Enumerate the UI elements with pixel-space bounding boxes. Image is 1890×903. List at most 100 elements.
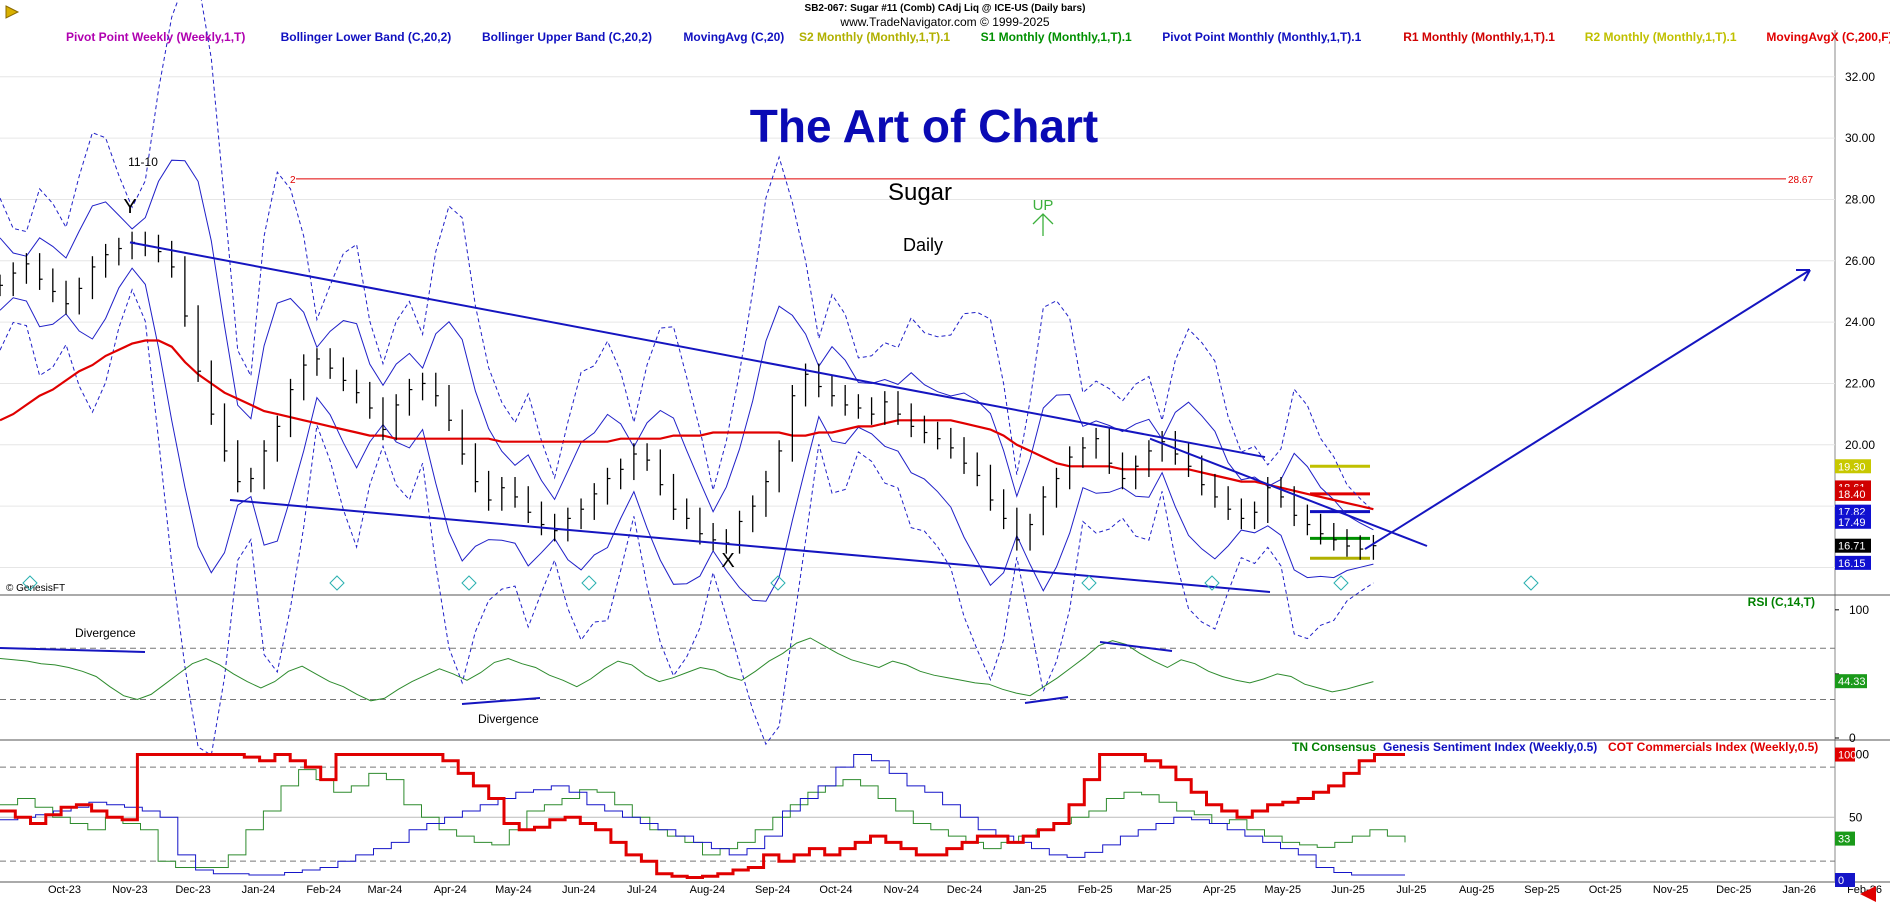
price-tag-bg [1835,459,1871,474]
sentiment-tag-bg [1835,831,1855,846]
x-tick-label: Aug-24 [690,884,725,896]
rsi-line [0,637,1374,702]
price-tag-label: 18.40 [1838,489,1866,501]
chart-header-source: www.TradeNavigator.com © 1999-2025 [840,15,1050,29]
sentiment-tick-label: 50 [1849,810,1863,824]
date-tag: 11-10 [128,155,158,169]
divergence-line-top-right [1099,641,1173,652]
channel-lower-trendline [229,499,1271,593]
price-tick-label: 22.00 [1845,376,1875,390]
projection-arrowhead [1796,269,1811,282]
sentiment-tag-label: 0 [1838,875,1844,887]
legend-entry: S1 Monthly (Monthly,1,T).1 [981,30,1132,44]
price-tick-label: 32.00 [1845,70,1875,84]
legend-entry: Pivot Point Monthly (Monthly,1,T).1 [1162,30,1361,44]
divergence-label-top: Divergence [75,626,136,640]
x-tick-label: Apr-24 [434,884,467,896]
resistance-tag-right: 28.67 [1788,175,1813,186]
x-tick-label: Mar-24 [367,884,402,896]
diamond-marker-icon [770,575,786,591]
price-tag-bg [1835,555,1871,570]
rsi-tick-label: 100 [1849,603,1869,617]
diamond-marker-icon [581,575,597,591]
x-tick-label: Jul-25 [1396,884,1426,896]
divergence-line-bottom-right [1024,696,1069,704]
wave-y-label: Y [123,196,136,218]
x-tick-label: Jun-25 [1331,884,1365,896]
legend-entry: Bollinger Upper Band (C,20,2) [482,30,652,44]
genesis-sentiment-line [0,754,1405,876]
diamond-marker-icon [22,575,38,591]
diamond-marker-icon [329,575,345,591]
x-tick-label: Jan-24 [242,884,276,896]
x-tick-label: Mar-25 [1137,884,1172,896]
bollinger-lower-band [0,267,1374,602]
rsi-tick-label: 0 [1849,731,1856,745]
commodity-label: Sugar [888,179,952,206]
divergence-label-bottom: Divergence [478,712,539,726]
channel-upper-trendline [129,241,1266,459]
divergence-line-top-left [0,647,146,653]
up-label: UP [1033,197,1054,214]
sentiment-legend-entry: TN Consensus [1292,740,1376,754]
price-tag-label: 19.30 [1838,461,1866,473]
x-tick-label: Sep-24 [755,884,790,896]
genesis-watermark: © GenesisFT [6,583,65,594]
up-arrow-icon [1032,213,1054,236]
x-tick-label: May-24 [495,884,532,896]
legend-entry: MovingAvgX (C,200,F) [1766,30,1890,44]
rsi-tag-bg [1835,674,1867,689]
price-tag-label: 17.49 [1838,517,1866,529]
sentiment-legend-entry: Genesis Sentiment Index (Weekly,0.5) [1383,740,1597,754]
app-logo-icon [5,5,20,19]
x-tick-label: Nov-23 [112,884,147,896]
chart-background [0,30,1890,903]
sentiment-tag-bg [1835,747,1855,762]
tn-consensus-line [0,769,1406,868]
inner-trendline [1149,437,1428,547]
price-tag-bg [1835,486,1871,501]
rsi-title: RSI (C,14,T) [1748,595,1815,609]
resistance-tag-left: 2 [290,175,296,186]
diamond-marker-icon [1204,575,1220,591]
price-tick-label: 30.00 [1845,131,1875,145]
scroll-right-arrow-icon[interactable] [1860,886,1876,902]
diamond-marker-icon [1523,575,1539,591]
price-tick-label: 20.00 [1845,438,1875,452]
price-tick-label: 26.00 [1845,254,1875,268]
x-tick-label: Jun-24 [562,884,596,896]
x-tick-label: Oct-24 [819,884,852,896]
legend-entry: Pivot Point Weekly (Weekly,1,T) [66,30,245,44]
x-tick-label: Oct-23 [48,884,81,896]
legend-entry: S2 Monthly (Monthly,1,T).1 [799,30,950,44]
weekly-bollinger-lower [0,288,1374,757]
diamond-marker-icon [461,575,477,591]
sentiment-legend-entry: COT Commercials Index (Weekly,0.5) [1608,740,1818,754]
price-tag-bg [1835,538,1871,553]
moving-average-200 [0,339,1374,511]
price-tag-label: 16.71 [1838,541,1866,553]
x-tick-label: Dec-24 [947,884,982,896]
x-tick-label: May-25 [1264,884,1301,896]
price-tag-label: 16.15 [1838,558,1866,570]
big-title: The Art of Chart [750,100,1098,152]
legend-entry: MovingAvg (C,20) [683,30,784,44]
x-tick-label: Jan-26 [1782,884,1816,896]
x-tick-label: Oct-25 [1589,884,1622,896]
cot-commercials-line [0,753,1405,879]
projection-arrow [1364,269,1811,550]
x-tick-label: Nov-24 [884,884,919,896]
x-tick-label: Apr-25 [1203,884,1236,896]
wave-x-label: X [721,550,734,572]
x-tick-label: Feb-24 [306,884,341,896]
x-tick-label: Feb-25 [1078,884,1113,896]
price-tick-label: 28.00 [1845,192,1875,206]
price-tag-bg [1835,514,1871,529]
timeframe-label: Daily [903,235,943,255]
x-tick-label: Aug-25 [1459,884,1494,896]
divergence-line-bottom [461,697,541,705]
legend-entry: Bollinger Lower Band (C,20,2) [281,30,452,44]
sentiment-tag-label: 100 [1838,750,1856,762]
sentiment-tag-label: 33 [1838,834,1850,846]
